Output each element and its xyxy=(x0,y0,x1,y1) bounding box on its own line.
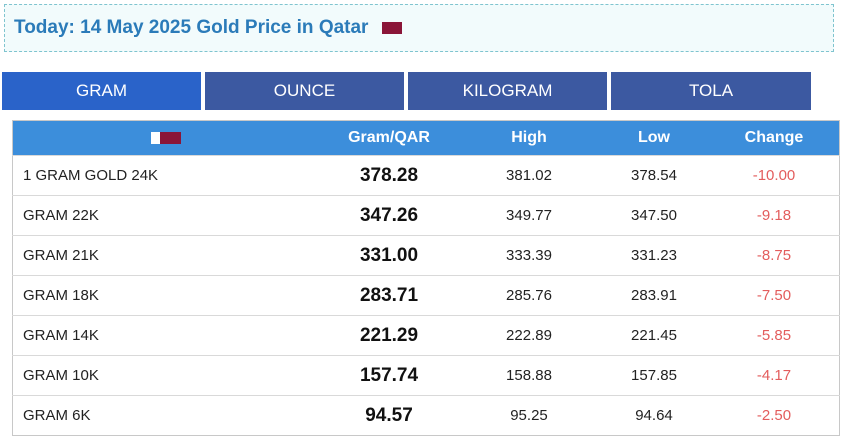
table-header-row: Gram/QAR High Low Change xyxy=(12,120,840,156)
row-low: 378.54 xyxy=(599,155,709,196)
row-change: -8.75 xyxy=(709,235,840,276)
tab-kilogram[interactable]: KILOGRAM xyxy=(408,72,607,110)
table-row: GRAM 14K 221.29 222.89 221.45 -5.85 xyxy=(12,315,840,356)
row-change: -4.17 xyxy=(709,355,840,396)
table-row: 1 GRAM GOLD 24K 378.28 381.02 378.54 -10… xyxy=(12,155,840,196)
row-change: -2.50 xyxy=(709,395,840,436)
qatar-flag-icon xyxy=(382,22,403,34)
qatar-flag-icon xyxy=(151,131,181,144)
tab-gram[interactable]: GRAM xyxy=(2,72,201,110)
row-high: 95.25 xyxy=(459,395,599,436)
row-name: GRAM 22K xyxy=(12,195,319,236)
row-high: 381.02 xyxy=(459,155,599,196)
row-name: GRAM 6K xyxy=(12,395,319,436)
row-change: -5.85 xyxy=(709,315,840,356)
row-high: 222.89 xyxy=(459,315,599,356)
row-price: 347.26 xyxy=(319,195,459,236)
table-row: GRAM 6K 94.57 95.25 94.64 -2.50 xyxy=(12,395,840,436)
row-change: -7.50 xyxy=(709,275,840,316)
header-price: Gram/QAR xyxy=(319,120,459,156)
table-row: GRAM 18K 283.71 285.76 283.91 -7.50 xyxy=(12,275,840,316)
table-row: GRAM 21K 331.00 333.39 331.23 -8.75 xyxy=(12,235,840,276)
row-high: 285.76 xyxy=(459,275,599,316)
row-name: GRAM 10K xyxy=(12,355,319,396)
row-price: 157.74 xyxy=(319,355,459,396)
row-price: 331.00 xyxy=(319,235,459,276)
tab-ounce[interactable]: OUNCE xyxy=(205,72,404,110)
row-low: 347.50 xyxy=(599,195,709,236)
row-price: 283.71 xyxy=(319,275,459,316)
row-price: 94.57 xyxy=(319,395,459,436)
row-name: 1 GRAM GOLD 24K xyxy=(12,155,319,196)
tab-tola[interactable]: TOLA xyxy=(611,72,811,110)
table-row: GRAM 22K 347.26 349.77 347.50 -9.18 xyxy=(12,195,840,236)
table-row: GRAM 10K 157.74 158.88 157.85 -4.17 xyxy=(12,355,840,396)
gold-price-table: Gram/QAR High Low Change 1 GRAM GOLD 24K… xyxy=(12,120,840,436)
row-name: GRAM 18K xyxy=(12,275,319,316)
row-low: 221.45 xyxy=(599,315,709,356)
row-low: 331.23 xyxy=(599,235,709,276)
header-high: High xyxy=(459,120,599,156)
page-title-bar: Today: 14 May 2025 Gold Price in Qatar xyxy=(4,4,834,52)
row-name: GRAM 14K xyxy=(12,315,319,356)
row-low: 157.85 xyxy=(599,355,709,396)
row-low: 283.91 xyxy=(599,275,709,316)
row-high: 349.77 xyxy=(459,195,599,236)
row-name: GRAM 21K xyxy=(12,235,319,276)
row-change: -10.00 xyxy=(709,155,840,196)
header-flag-cell xyxy=(12,120,319,156)
row-price: 378.28 xyxy=(319,155,459,196)
unit-tabs: GRAM OUNCE KILOGRAM TOLA xyxy=(2,72,842,110)
row-change: -9.18 xyxy=(709,195,840,236)
row-price: 221.29 xyxy=(319,315,459,356)
row-low: 94.64 xyxy=(599,395,709,436)
row-high: 158.88 xyxy=(459,355,599,396)
header-low: Low xyxy=(599,120,709,156)
row-high: 333.39 xyxy=(459,235,599,276)
page-title: Today: 14 May 2025 Gold Price in Qatar xyxy=(14,17,369,38)
header-change: Change xyxy=(709,120,840,156)
